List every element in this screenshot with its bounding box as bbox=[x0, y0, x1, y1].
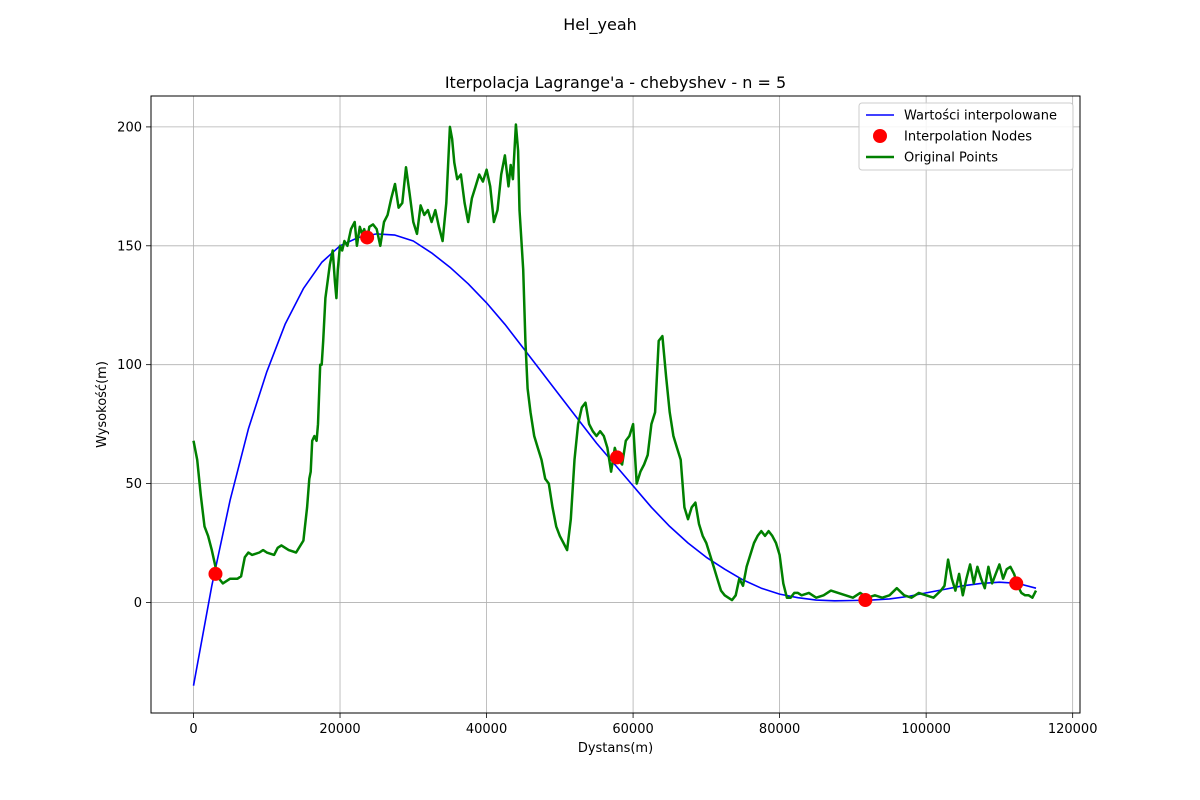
x-tick-label: 40000 bbox=[466, 722, 507, 737]
chart-title: Iterpolacja Lagrange'a - chebyshev - n =… bbox=[445, 73, 786, 92]
figure-suptitle: Hel_yeah bbox=[563, 15, 637, 35]
legend-nodes-label: Interpolation Nodes bbox=[904, 130, 1032, 145]
plot-frame bbox=[150, 95, 1081, 714]
y-tick-label: 150 bbox=[117, 239, 142, 254]
y-tick-label: 100 bbox=[117, 358, 142, 373]
interpolation-node bbox=[208, 566, 223, 581]
x-tick-label: 60000 bbox=[612, 722, 653, 737]
legend-original-label: Original Points bbox=[904, 151, 998, 166]
x-tick-label: 0 bbox=[189, 722, 197, 737]
axis-ticks: 0 20000 40000 60000 80000 100000 120000 0 50 100 1… bbox=[117, 120, 1097, 737]
x-axis-label: Dystans(m) bbox=[578, 741, 653, 756]
legend: Wartości interpolowane Interpolation Nod… bbox=[858, 102, 1074, 171]
legend-nodes-swatch bbox=[873, 129, 887, 143]
interpolation-node bbox=[1009, 576, 1024, 591]
y-axis-label: Wysokość(m) bbox=[95, 361, 110, 448]
x-tick-label: 80000 bbox=[759, 722, 800, 737]
grid bbox=[151, 96, 1080, 713]
y-tick-label: 200 bbox=[117, 120, 142, 135]
x-tick-label: 100000 bbox=[901, 722, 951, 737]
x-tick-label: 120000 bbox=[1048, 722, 1098, 737]
plot-series bbox=[192, 123, 1038, 686]
original-points-line bbox=[192, 123, 1038, 602]
y-tick-label: 0 bbox=[134, 596, 142, 611]
interpolation-node bbox=[858, 593, 873, 608]
legend-box bbox=[858, 102, 1074, 171]
interpolation-node bbox=[360, 230, 375, 245]
y-tick-label: 50 bbox=[125, 477, 142, 492]
interpolation-node bbox=[609, 450, 624, 465]
legend-interpolated-label: Wartości interpolowane bbox=[904, 109, 1057, 124]
x-tick-label: 20000 bbox=[319, 722, 360, 737]
